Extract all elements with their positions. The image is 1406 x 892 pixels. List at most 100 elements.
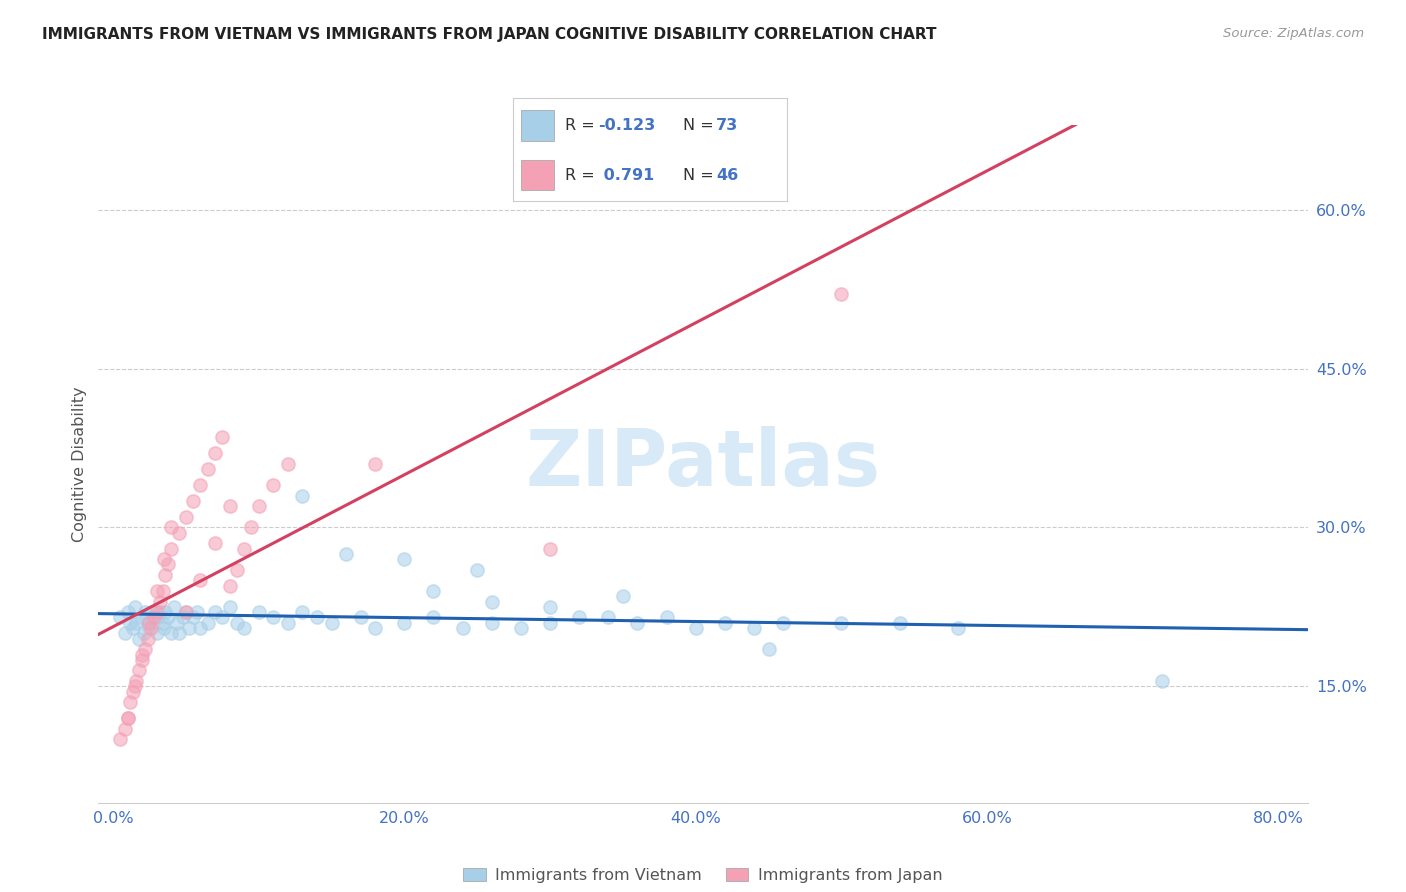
Point (451, 621, 474, 635)
Point (167, 525, 190, 540)
Point (174, 605, 197, 619)
Point (830, 287, 852, 301)
Point (465, 563, 488, 577)
Point (305, 610, 328, 624)
Point (134, 642, 156, 657)
Point (146, 610, 169, 624)
Point (742, 621, 765, 635)
Point (538, 615, 561, 630)
Point (125, 615, 148, 630)
Point (538, 599, 561, 614)
Text: R =: R = (565, 119, 600, 133)
Point (172, 610, 194, 624)
Point (422, 610, 444, 624)
Point (145, 626, 167, 640)
Point (262, 478, 284, 492)
Point (117, 711, 139, 725)
Point (204, 536, 226, 550)
Point (655, 610, 678, 624)
Point (240, 520, 263, 534)
Point (163, 599, 186, 614)
Point (186, 605, 208, 619)
Point (174, 509, 197, 524)
Point (152, 615, 174, 630)
Point (110, 610, 132, 624)
Point (174, 605, 197, 619)
Point (190, 621, 212, 635)
Point (350, 610, 373, 624)
Point (124, 599, 146, 614)
Text: 0.791: 0.791 (598, 168, 654, 183)
Point (291, 489, 314, 503)
Point (166, 615, 188, 630)
Point (612, 589, 634, 603)
Point (134, 605, 156, 619)
Point (481, 594, 503, 608)
Point (125, 673, 148, 688)
Point (422, 584, 444, 599)
Point (211, 610, 233, 624)
Point (153, 552, 176, 566)
FancyBboxPatch shape (522, 111, 554, 141)
Point (197, 615, 219, 630)
Point (152, 584, 174, 599)
Point (364, 621, 387, 635)
Point (128, 664, 150, 678)
Point (291, 605, 314, 619)
Point (509, 621, 531, 635)
Point (772, 615, 794, 630)
Point (197, 462, 219, 476)
Point (122, 684, 145, 698)
Text: -0.123: -0.123 (598, 119, 655, 133)
Point (138, 621, 160, 635)
Point (114, 722, 136, 736)
Text: N =: N = (683, 119, 718, 133)
Point (211, 430, 233, 444)
Point (364, 457, 387, 471)
Point (117, 711, 139, 725)
FancyBboxPatch shape (522, 160, 554, 190)
Point (714, 615, 737, 630)
Point (132, 626, 155, 640)
Point (110, 732, 132, 747)
Point (758, 642, 780, 657)
Point (157, 610, 180, 624)
Point (225, 615, 247, 630)
Point (142, 610, 165, 624)
Text: ZIPatlas: ZIPatlas (526, 425, 880, 502)
Point (481, 615, 503, 630)
Point (177, 621, 200, 635)
Point (538, 541, 561, 556)
Point (149, 605, 172, 619)
Point (204, 605, 226, 619)
Point (626, 615, 648, 630)
Text: Source: ZipAtlas.com: Source: ZipAtlas.com (1223, 27, 1364, 40)
Point (139, 605, 162, 619)
Point (124, 679, 146, 693)
Point (218, 599, 240, 614)
Point (335, 547, 357, 561)
Point (568, 610, 591, 624)
Point (946, 621, 969, 635)
Point (394, 552, 416, 566)
Point (131, 648, 153, 662)
Point (598, 610, 620, 624)
Point (218, 579, 240, 593)
Point (145, 605, 167, 619)
Point (145, 584, 167, 599)
Point (190, 574, 212, 588)
Point (131, 653, 153, 667)
Text: R =: R = (565, 168, 600, 183)
Point (247, 500, 270, 514)
Point (225, 563, 247, 577)
Point (277, 457, 299, 471)
Point (128, 632, 150, 646)
Point (181, 610, 204, 624)
Text: IMMIGRANTS FROM VIETNAM VS IMMIGRANTS FROM JAPAN COGNITIVE DISABILITY CORRELATIO: IMMIGRANTS FROM VIETNAM VS IMMIGRANTS FR… (42, 27, 936, 42)
Point (120, 615, 142, 630)
Point (155, 568, 177, 582)
Legend: Immigrants from Vietnam, Immigrants from Japan: Immigrants from Vietnam, Immigrants from… (457, 862, 949, 889)
Point (142, 610, 165, 624)
Y-axis label: Cognitive Disability: Cognitive Disability (72, 386, 87, 541)
Point (830, 615, 852, 630)
